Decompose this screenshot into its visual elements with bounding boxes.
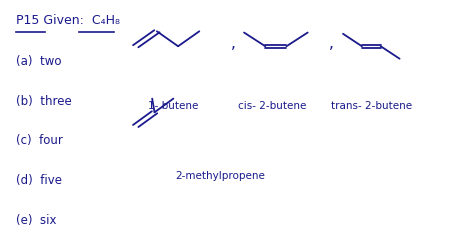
Text: (b)  three: (b) three xyxy=(16,94,71,108)
Text: ,: , xyxy=(329,36,334,51)
Text: (e)  six: (e) six xyxy=(16,214,56,227)
Text: P15 Given:  C₄H₈: P15 Given: C₄H₈ xyxy=(16,14,119,27)
Text: 1- butene: 1- butene xyxy=(148,101,199,111)
Text: (c)  four: (c) four xyxy=(16,135,63,147)
Text: trans- 2-butene: trans- 2-butene xyxy=(331,101,412,111)
Text: ,: , xyxy=(231,36,236,51)
Text: (a)  two: (a) two xyxy=(16,55,61,68)
Text: 2-methylpropene: 2-methylpropene xyxy=(176,171,265,181)
Text: cis- 2-butene: cis- 2-butene xyxy=(238,101,307,111)
Text: (d)  five: (d) five xyxy=(16,174,62,187)
